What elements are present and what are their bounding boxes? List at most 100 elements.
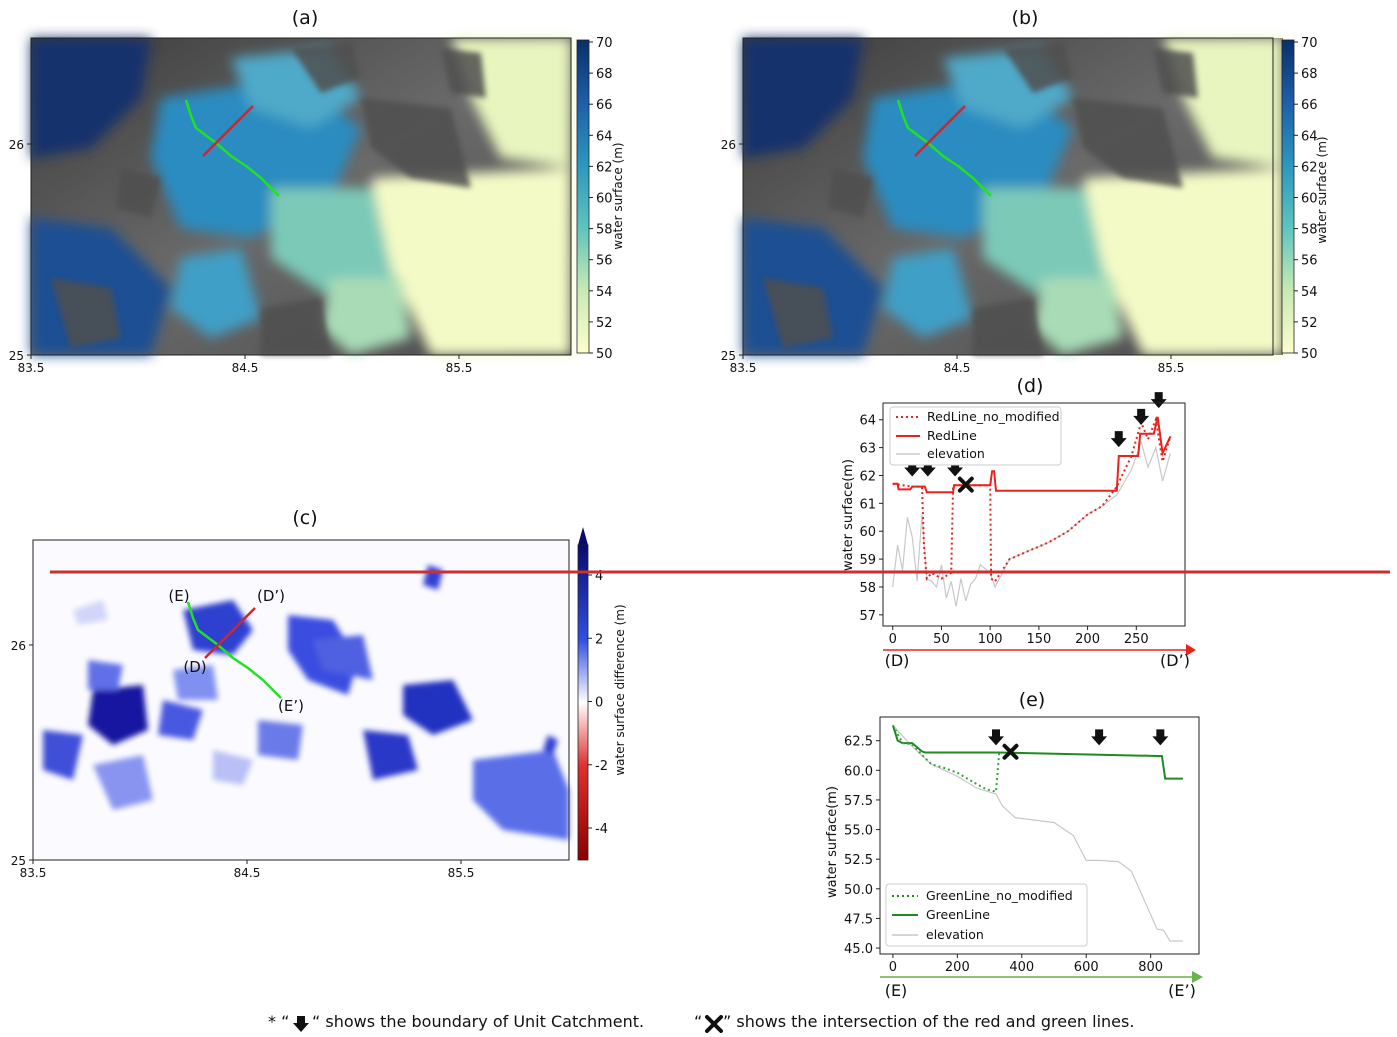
y-tick-label: 57.5 (844, 794, 873, 809)
map-a-x-ticks: 83.5 84.5 85.5 (18, 355, 473, 375)
map-a-y-tick-26: 26 (9, 138, 24, 152)
map-c-image (33, 540, 569, 860)
colorbar-c-tick: 0 (595, 696, 603, 711)
colorbar-a-tick: 64 (596, 129, 613, 144)
colorbar-a-tick: 58 (596, 223, 613, 238)
map-panel-c: (c) (11, 507, 627, 880)
catchment-boundary-arrow-icon (1150, 392, 1167, 409)
colorbar-b-tick: 62 (1301, 160, 1318, 175)
colorbar-b-tick: 60 (1301, 192, 1318, 207)
y-tick-label: 62 (859, 469, 876, 484)
map-b-x-ticks: 83.5 84.5 85.5 (730, 355, 1184, 375)
chart-e-ylabel: water surface(m) (825, 786, 840, 898)
x-tick-label: 600 (1074, 960, 1099, 975)
label-D-prime: (D’) (257, 587, 285, 605)
x-tick-label: 0 (889, 960, 897, 975)
map-b-x-tick-1: 83.5 (730, 361, 757, 375)
colorbar-b-tick: 54 (1301, 285, 1318, 300)
colorbar-a-tick: 68 (596, 67, 613, 82)
map-b-x-tick-2: 84.5 (944, 361, 971, 375)
cross-icon (705, 1015, 723, 1033)
chart-panel-d: (d) 0 50 100 150 200 250 57 58 59 60 61 62 63 64 wate… (841, 375, 1196, 670)
chart-d-ylabel: water surface(m) (841, 459, 856, 571)
chart-e-legend-2: GreenLine (926, 907, 990, 922)
colorbar-c-tick: -2 (595, 759, 608, 774)
colorbar-b-tick: 68 (1301, 67, 1318, 82)
panel-title-c: (c) (292, 507, 317, 529)
x-tick-label: 200 (945, 960, 970, 975)
y-tick-label: 63 (859, 442, 876, 457)
panel-title-b: (b) (1012, 7, 1039, 29)
chart-e-legend-3: elevation (926, 927, 984, 942)
colorbar-a-tick: 70 (596, 36, 613, 51)
x-tick-label: 400 (1009, 960, 1034, 975)
colorbar-a-tick: 66 (596, 98, 613, 113)
red-transect-line (204, 607, 256, 659)
map-c-x-tick-2: 84.5 (234, 866, 261, 880)
map-b-y-tick-26: 26 (721, 138, 736, 152)
colorbar-c: 4 2 0 -2 -4 water surface difference (m) (577, 527, 627, 861)
series-GreenLine_no_modified (892, 724, 1001, 793)
map-a-x-tick-3: 85.5 (446, 361, 473, 375)
map-b-y-tick-25: 25 (721, 349, 736, 363)
y-tick-label: 59 (859, 553, 876, 568)
series-RedLine (892, 416, 1172, 494)
y-tick-label: 52.5 (844, 853, 873, 868)
red-transect-line (202, 105, 254, 157)
colorbar-a-tick: 60 (596, 192, 613, 207)
y-tick-label: 60.0 (844, 764, 873, 779)
label-D: (D) (183, 658, 206, 676)
catchment-boundary-arrow-icon (988, 729, 1004, 746)
colorbar-c-tick: -4 (595, 822, 608, 837)
x-tick-label: 100 (978, 632, 1003, 647)
x-tick-label: 150 (1026, 632, 1051, 647)
map-a-x-tick-1: 83.5 (18, 361, 45, 375)
footnote-part2: “ shows the boundary of Unit Catchment. (312, 1012, 645, 1031)
colorbar-a-tick: 52 (596, 316, 613, 331)
chart-title-e: (e) (1019, 689, 1046, 711)
green-transect-line (184, 99, 280, 197)
chart-d-plot-area: 0 50 100 150 200 250 57 58 59 60 61 62 63 64 (859, 392, 1172, 647)
series-elevation (892, 724, 1183, 942)
label-E-prime: (E’) (278, 697, 304, 715)
x-tick-label: 200 (1075, 632, 1100, 647)
map-c-y-ticks: 26 25 (11, 639, 33, 868)
map-a-image (31, 38, 571, 355)
y-tick-label: 47.5 (844, 912, 873, 927)
intersection-cross-icon (957, 476, 974, 493)
map-a-y-ticks: 26 25 (9, 138, 31, 363)
map-c-x-tick-1: 83.5 (20, 866, 47, 880)
red-transect-line (914, 105, 966, 157)
colorbar-a-tick: 50 (596, 347, 613, 362)
chart-d-legend-1: RedLine_no_modified (927, 409, 1060, 424)
map-panel-a: (a) 83.5 84.5 85.5 26 25 70 68 66 64 62 60 58 5… (9, 7, 625, 375)
colorbar-c-tick: 4 (595, 569, 603, 584)
footnote-part4: ” shows the intersection of the red and … (723, 1012, 1135, 1031)
map-c-y-tick-26: 26 (11, 639, 26, 653)
catchment-boundary-arrow-icon (1133, 408, 1150, 425)
green-transect-line (186, 601, 282, 699)
y-tick-label: 55.0 (844, 824, 873, 839)
x-tick-label: 800 (1138, 960, 1163, 975)
panel-title-a: (a) (292, 7, 318, 29)
chart-e-end-label: (E’) (1168, 981, 1196, 1000)
map-b-image (743, 38, 1283, 355)
series-RedLine_no_modified (892, 415, 1172, 583)
chart-e-plot-area: 0 200 400 600 800 45.0 47.5 50.0 52.5 55.0 57.5 60.… (844, 724, 1183, 975)
y-tick-label: 50.0 (844, 883, 873, 898)
y-tick-label: 61 (859, 497, 876, 512)
chart-d-legend-3: elevation (927, 446, 985, 461)
colorbar-b: 70 68 66 64 62 60 58 56 54 52 50 water surface (m) (1281, 36, 1329, 362)
y-tick-label: 60 (859, 525, 876, 540)
map-c-x-ticks: 83.5 84.5 85.5 (20, 860, 474, 880)
intersection-cross-icon (1002, 743, 1019, 760)
colorbar-b-label: water surface (m) (1315, 136, 1329, 243)
map-a-x-tick-2: 84.5 (232, 361, 259, 375)
footnote-part3: “ (694, 1012, 703, 1031)
y-tick-label: 58 (859, 581, 876, 596)
chart-d-start-label: (D) (885, 651, 910, 670)
colorbar-a-tick: 62 (596, 160, 613, 175)
colorbar-b-tick: 70 (1301, 36, 1318, 51)
footnote-part1: * “ (268, 1012, 290, 1031)
